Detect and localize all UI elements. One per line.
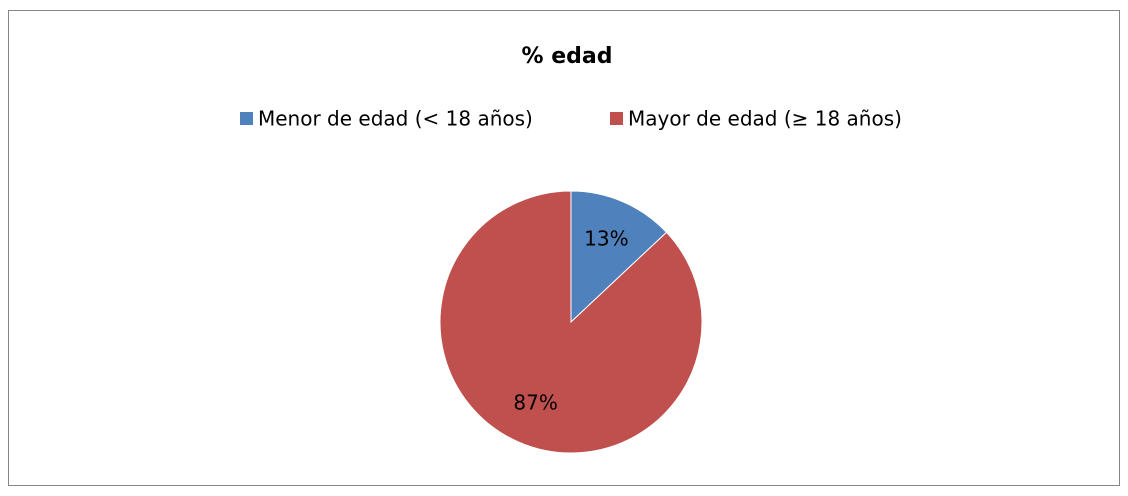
legend-swatch [240, 112, 253, 125]
pie-slice [439, 190, 703, 454]
legend-label: Menor de edad (< 18 años) [258, 107, 533, 131]
legend-swatch [610, 112, 623, 125]
chart-title: % edad [522, 44, 613, 69]
legend-label: Mayor de edad (≥ 18 años) [628, 107, 902, 131]
data-label: 13% [584, 227, 628, 251]
data-label: 87% [513, 390, 557, 414]
pie-slice [570, 190, 668, 324]
